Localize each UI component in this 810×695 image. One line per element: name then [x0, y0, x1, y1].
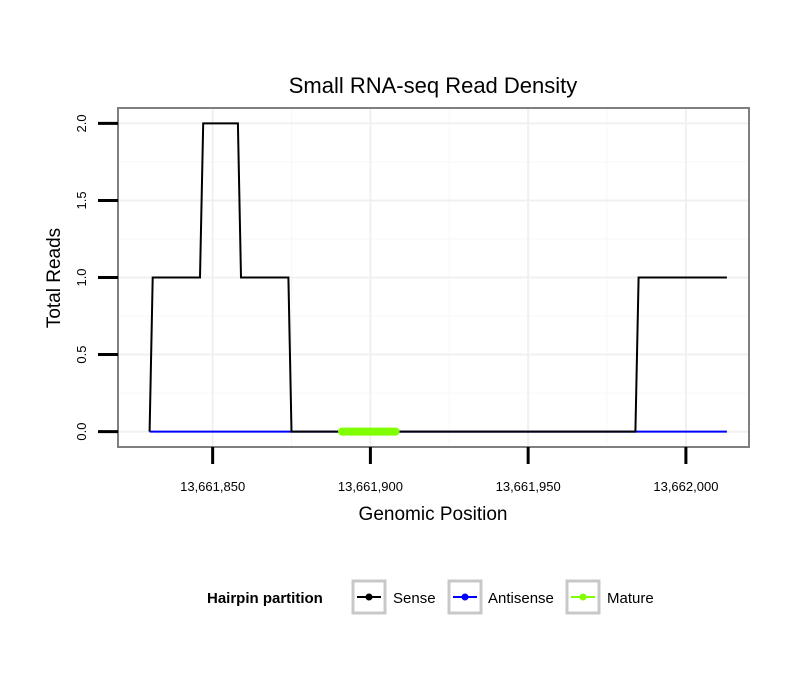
legend-label-sense: Sense [393, 590, 436, 607]
legend-item-mature: Mature [565, 579, 654, 615]
legend-item-antisense: Antisense [447, 579, 554, 615]
x-axis-label: Genomic Position [359, 504, 508, 525]
y-tick-label: 0.5 [74, 346, 89, 364]
y-tick-label: 2.0 [74, 114, 89, 132]
series-line-sense [148, 122, 727, 433]
legend-dot-sense [365, 593, 373, 601]
legend-title: Hairpin partition [207, 590, 323, 607]
y-axis-label: Total Reads [44, 228, 65, 328]
legend-dot-mature [579, 593, 587, 601]
y-tick-label: 0.0 [74, 423, 89, 441]
legend: Hairpin partition Sense Antisense Mature [207, 579, 654, 615]
y-tick-label: 1.5 [74, 191, 89, 209]
series [148, 122, 727, 436]
axes: 13,661,850 13,661,900 13,661,950 13,662,000… [74, 114, 718, 494]
x-tick-label: 13,661,900 [338, 479, 403, 494]
x-tick-label: 13,661,950 [496, 479, 561, 494]
legend-item-sense: Sense [351, 579, 436, 615]
legend-label-mature: Mature [607, 590, 654, 607]
x-tick-label: 13,662,000 [653, 479, 718, 494]
grid-lines [119, 109, 748, 446]
legend-label-antisense: Antisense [488, 590, 554, 607]
x-tick-label: 13,661,850 [180, 479, 245, 494]
y-tick-label: 1.0 [74, 268, 89, 286]
chart-title: Small RNA-seq Read Density [289, 73, 578, 98]
legend-dot-antisense [461, 593, 469, 601]
